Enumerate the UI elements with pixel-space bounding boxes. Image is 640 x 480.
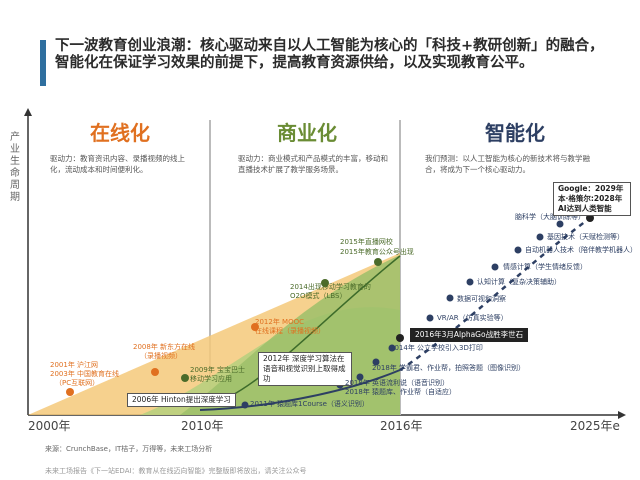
dot-2014 bbox=[321, 279, 329, 287]
dot-2001 bbox=[66, 388, 74, 396]
dot-2012-mooc bbox=[251, 323, 259, 331]
event-2018-yuantiku: 2018年 猿题库、作业帮（自适应） bbox=[345, 388, 457, 396]
year-2010: 2010年 bbox=[181, 419, 224, 433]
dot-cognitive bbox=[466, 278, 474, 286]
event-2012-mooc: 2012年 MOOC bbox=[255, 318, 304, 326]
event-data: 数据可视和洞察 bbox=[457, 295, 506, 303]
event-gene: 基因技术（天赋检测等） bbox=[547, 233, 624, 241]
google-box: Google：2029年本·格策尔:2028年AI达到人类智能 bbox=[553, 182, 631, 216]
event-2009: 2009年 宝宝巴士 bbox=[190, 366, 246, 374]
event-vr: VR/AR（仿真实验等） bbox=[437, 314, 508, 322]
event-2015-live: 2015年直播网校 bbox=[340, 238, 393, 246]
phase-title-ai: 智能化 bbox=[485, 121, 545, 145]
dot-gene bbox=[536, 233, 544, 241]
headline: 下一波教育创业浪潮：核心驱动来自以人工智能为核心的「科技+教研创新」的融合，智能… bbox=[55, 38, 604, 71]
dot-2018c bbox=[372, 358, 380, 366]
year-2000: 2000年 bbox=[28, 419, 71, 433]
dot-2029 bbox=[586, 214, 594, 222]
year-2025e: 2025年e bbox=[570, 419, 620, 433]
phase-desc-online: 驱动力：教育资讯内容、录播视频的线上化，流动成本和时间便利化。 bbox=[50, 154, 185, 174]
headline-accent-bar bbox=[40, 40, 46, 86]
event-2018-liulishuo: 2018年 英语流利说（语音识别） bbox=[345, 379, 450, 387]
dot-2009 bbox=[181, 374, 189, 382]
event-2011: 2011年 猿题库1Course（语义识别） bbox=[250, 400, 369, 408]
dot-emotion bbox=[491, 263, 499, 271]
phase-title-commercial: 商业化 bbox=[277, 121, 337, 145]
event-2003: 2003年 中国教育在线 bbox=[50, 370, 120, 378]
event-cognitive: 认知计算（复杂决策辅助） bbox=[477, 278, 561, 286]
phase-title-online: 在线化 bbox=[90, 121, 150, 145]
event-2009-sub: 移动学习应用 bbox=[190, 375, 232, 383]
dot-brain bbox=[556, 220, 564, 228]
phase3-background bbox=[400, 110, 622, 415]
year-2016: 2016年 bbox=[380, 419, 423, 433]
event-2012-deep-box: 2012年 深度学习算法在语音和视觉识别上取得成功 bbox=[258, 352, 352, 386]
event-2008: 2008年 新东方在线 bbox=[133, 343, 196, 351]
event-robot: 自动机器人技术（陪伴教学机器人） bbox=[525, 246, 637, 254]
dot-vr bbox=[426, 314, 434, 322]
event-brain: 脑科学（大脑训练等） bbox=[515, 213, 585, 221]
event-2018-xueba: 2018年 学霸君、作业帮，拍照答题（图像识别） bbox=[372, 364, 526, 372]
event-2014-3d: 2014年 公立学校引入3D打印 bbox=[390, 344, 483, 352]
source-note: 来源：CrunchBase，IT桔子，万得等，未来工场分析 bbox=[45, 445, 213, 453]
x-axis-arrow bbox=[618, 411, 626, 419]
dot-2008 bbox=[151, 368, 159, 376]
phase-desc-commercial: 驱动力：商业模式和产品模式的丰富，移动和直播技术扩展了教学服务场景。 bbox=[238, 154, 388, 174]
ai-base-curve bbox=[199, 369, 401, 411]
y-axis-label: 产业生命周期 bbox=[10, 132, 20, 203]
phase-desc-ai: 我们预测：以人工智能为核心的新技术将与教学融合，将成为下一个核心驱动力。 bbox=[425, 154, 590, 174]
event-pc: （PC互联网） bbox=[55, 379, 100, 387]
y-axis-arrow bbox=[24, 108, 32, 116]
event-2008-sub: （录播视频） bbox=[140, 352, 182, 360]
dot-2011 bbox=[241, 401, 249, 409]
dot-robot bbox=[514, 246, 522, 254]
event-2001: 2001年 沪江网 bbox=[50, 361, 99, 369]
event-alphago-box: 2016年3月AlphaGo战胜李世石 bbox=[410, 328, 529, 342]
event-emotion: 情感计算（学生情绪反馈） bbox=[503, 263, 587, 271]
dot-3d bbox=[388, 344, 396, 352]
dot-alphago bbox=[396, 334, 404, 342]
event-2012-mooc-sub: 在线课程（录播视频） bbox=[255, 327, 325, 335]
event-2014: 2014出现移动学习教育的O2O模式（LBS） bbox=[290, 283, 371, 300]
dot-2015 bbox=[374, 258, 382, 266]
dot-2018b bbox=[356, 373, 364, 381]
footer-note: 未来工场报告《下一站EDAI：教育从在线迈向智能》完整版即将放出，请关注公众号 bbox=[45, 467, 307, 475]
event-2015-wechat: 2015年教育公众号出现 bbox=[340, 248, 414, 256]
dot-data bbox=[446, 294, 454, 302]
event-2006-box: 2006年 Hinton提出深度学习 bbox=[127, 393, 236, 407]
ai-dashed-curve bbox=[399, 216, 591, 372]
